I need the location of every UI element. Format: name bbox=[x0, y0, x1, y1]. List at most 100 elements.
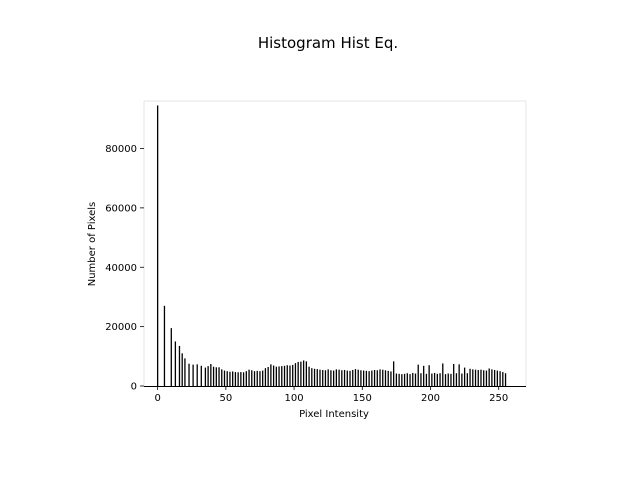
x-tick-label: 100 bbox=[285, 393, 304, 404]
histogram-bar bbox=[428, 365, 430, 386]
histogram-bar bbox=[493, 369, 496, 386]
histogram-bar bbox=[259, 371, 261, 386]
histogram-bar bbox=[409, 374, 411, 387]
histogram-bar bbox=[412, 372, 414, 386]
histogram-bar bbox=[272, 365, 275, 386]
histogram-bar bbox=[472, 369, 474, 387]
histogram-bar bbox=[463, 367, 466, 386]
histogram-bar bbox=[379, 369, 381, 387]
histogram-bar bbox=[384, 370, 387, 386]
histogram-bar bbox=[262, 370, 264, 386]
histogram-bar bbox=[414, 373, 417, 386]
histogram-bar bbox=[453, 364, 455, 386]
histogram-bar bbox=[281, 366, 283, 386]
histogram-bar bbox=[349, 370, 351, 386]
histogram-bar bbox=[207, 366, 209, 386]
histogram-bar bbox=[294, 363, 297, 386]
histogram-bar bbox=[223, 370, 226, 386]
histogram-bar bbox=[245, 371, 247, 386]
histogram-bar bbox=[196, 364, 198, 386]
histogram-bar bbox=[447, 373, 449, 386]
histogram-bar bbox=[474, 369, 477, 386]
histogram-bar bbox=[215, 367, 217, 386]
histogram-bar bbox=[313, 368, 316, 386]
histogram-bar bbox=[360, 370, 362, 386]
histogram-bar bbox=[335, 369, 338, 387]
histogram-bar bbox=[305, 361, 307, 386]
histogram-bar bbox=[444, 374, 447, 387]
histogram-bar bbox=[387, 370, 389, 386]
histogram-bar bbox=[210, 364, 212, 386]
histogram-bar bbox=[286, 365, 288, 386]
histogram-bar bbox=[289, 365, 291, 386]
histogram-bar bbox=[221, 369, 223, 387]
histogram-bar bbox=[417, 364, 419, 387]
histogram-bar bbox=[357, 369, 359, 386]
histogram-bar bbox=[188, 363, 190, 386]
histogram-bar bbox=[363, 370, 365, 386]
histogram-bar bbox=[242, 372, 245, 386]
histogram-bar bbox=[423, 365, 425, 386]
histogram-bar bbox=[204, 367, 207, 386]
histogram-bar bbox=[256, 370, 258, 386]
histogram-bar bbox=[502, 372, 504, 386]
histogram-bar bbox=[338, 369, 340, 386]
histogram-bar bbox=[439, 373, 441, 386]
histogram-bar bbox=[319, 369, 321, 386]
histogram-bar bbox=[461, 373, 463, 386]
histogram-bar bbox=[330, 370, 332, 386]
histogram-bar bbox=[297, 361, 299, 386]
histogram-bar bbox=[181, 353, 183, 386]
histogram-bar bbox=[466, 373, 468, 386]
histogram-bar bbox=[346, 370, 348, 386]
histogram-bar bbox=[174, 341, 177, 386]
histogram-bar bbox=[192, 364, 194, 387]
x-tick-label: 0 bbox=[154, 393, 160, 404]
histogram-bar bbox=[504, 373, 507, 386]
histogram-bar bbox=[433, 372, 436, 386]
histogram-bar bbox=[491, 369, 493, 387]
x-tick-label: 50 bbox=[219, 393, 232, 404]
histogram-bar bbox=[240, 372, 242, 386]
x-tick-label: 150 bbox=[353, 393, 372, 404]
histogram-bar bbox=[232, 371, 234, 386]
histogram-bar bbox=[425, 373, 428, 386]
axes: 0 50 100 150 200 250 0 20000 40000 60000 80000 bbox=[105, 144, 526, 404]
x-tick-label: 200 bbox=[421, 393, 440, 404]
histogram-bar bbox=[300, 361, 302, 386]
histogram-bar bbox=[395, 373, 398, 386]
histogram-bar bbox=[403, 373, 406, 386]
histogram-bar bbox=[398, 373, 400, 386]
histogram-bar bbox=[371, 370, 373, 386]
y-tick-label: 60000 bbox=[105, 203, 137, 214]
chart-title: Histogram Hist Eq. bbox=[257, 34, 399, 52]
histogram-bar bbox=[311, 368, 313, 386]
histogram-bar bbox=[354, 369, 357, 386]
histogram-bar bbox=[483, 370, 485, 386]
histogram-bar bbox=[401, 374, 403, 387]
histogram-bar bbox=[264, 368, 267, 386]
histogram-bar bbox=[218, 367, 220, 386]
histogram-bar bbox=[267, 367, 269, 386]
histogram-bar bbox=[332, 370, 335, 386]
histogram-bar bbox=[352, 369, 354, 386]
histogram-bar bbox=[496, 370, 498, 386]
y-tick-label: 80000 bbox=[105, 144, 137, 155]
histogram-bar bbox=[480, 369, 482, 386]
histogram-bar bbox=[368, 371, 370, 386]
histogram-bar bbox=[499, 371, 501, 386]
histogram-bar bbox=[226, 371, 228, 386]
histogram-bar bbox=[178, 345, 181, 386]
histogram-bar bbox=[436, 373, 438, 386]
y-axis-label: Number of Pixels bbox=[87, 202, 98, 287]
histogram-bar bbox=[251, 370, 253, 386]
histogram-bar bbox=[302, 360, 305, 386]
y-tick-label: 20000 bbox=[105, 322, 137, 333]
plot-frame bbox=[143, 100, 527, 386]
histogram-bar bbox=[420, 373, 422, 386]
histogram-bar bbox=[275, 366, 277, 386]
histogram-bar bbox=[316, 369, 318, 386]
histogram-bar bbox=[477, 369, 479, 386]
